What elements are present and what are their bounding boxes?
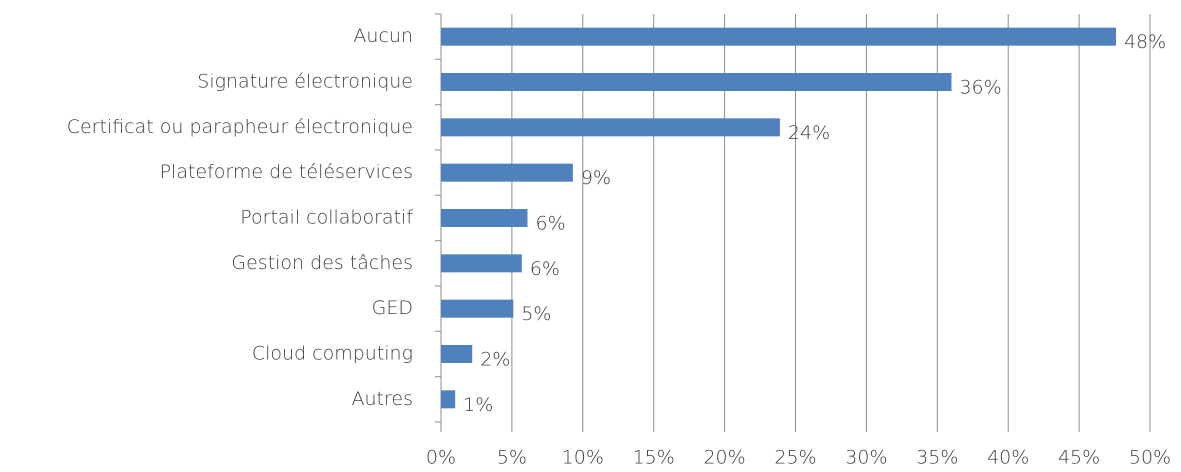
value-label: 9% bbox=[581, 167, 611, 189]
x-tick-label: 50% bbox=[1129, 447, 1171, 469]
bar bbox=[441, 209, 528, 227]
x-tick-label: 40% bbox=[987, 447, 1029, 469]
y-tick-label: Signature électronique bbox=[197, 71, 413, 93]
bar bbox=[441, 118, 780, 137]
x-tick-label: 25% bbox=[774, 447, 816, 469]
bar bbox=[441, 73, 952, 91]
x-tick-label: 30% bbox=[845, 447, 887, 469]
value-label: 36% bbox=[959, 77, 1001, 99]
y-tick-label: Autres bbox=[352, 388, 413, 410]
y-tick-label: Cloud computing bbox=[252, 343, 413, 365]
y-tick-label: Portail collaboratif bbox=[240, 207, 413, 229]
value-label: 2% bbox=[480, 349, 510, 371]
x-tick-label: 5% bbox=[497, 447, 527, 469]
bar bbox=[441, 345, 473, 363]
value-label: 24% bbox=[788, 122, 830, 144]
x-tick-label: 15% bbox=[633, 447, 675, 469]
y-tick-label: GED bbox=[372, 297, 413, 319]
value-label: 6% bbox=[530, 258, 560, 280]
y-tick-label: Aucun bbox=[353, 25, 413, 47]
x-tick-label: 35% bbox=[916, 447, 958, 469]
bar bbox=[441, 390, 456, 409]
y-tick-label: Certificat ou parapheur électronique bbox=[67, 116, 413, 138]
value-label: 5% bbox=[521, 303, 551, 325]
y-tick-label: Gestion des tâches bbox=[231, 252, 413, 274]
x-tick-label: 45% bbox=[1058, 447, 1100, 469]
bar bbox=[441, 254, 522, 273]
value-label: 1% bbox=[463, 394, 493, 416]
x-tick-label: 10% bbox=[562, 447, 604, 469]
bar bbox=[441, 163, 573, 182]
y-tick-label: Plateforme de téléservices bbox=[160, 161, 413, 183]
bar bbox=[441, 27, 1116, 46]
x-tick-label: 20% bbox=[703, 447, 745, 469]
x-tick-label: 0% bbox=[426, 447, 456, 469]
value-label: 6% bbox=[535, 213, 565, 235]
value-label: 48% bbox=[1124, 31, 1166, 53]
bar bbox=[441, 299, 514, 318]
